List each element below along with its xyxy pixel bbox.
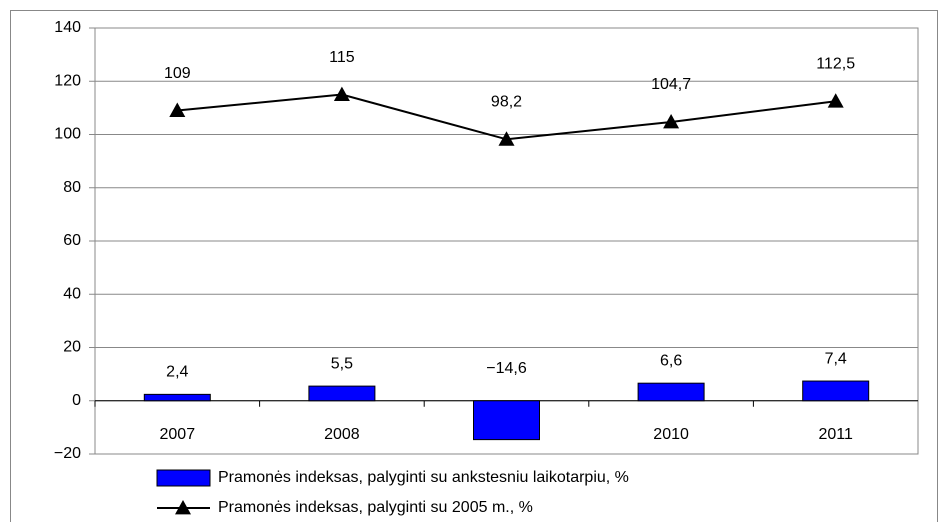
marker (663, 113, 680, 129)
data-label: 2,4 (166, 364, 188, 381)
y-tick-label: 60 (63, 232, 81, 249)
bar (308, 385, 376, 402)
marker (498, 131, 515, 146)
y-tick-label: 100 (54, 126, 81, 143)
y-tick-label: 20 (63, 339, 81, 356)
data-label: 98,2 (491, 94, 522, 111)
x-tick-label: 2008 (324, 426, 360, 443)
bar (637, 382, 705, 402)
x-tick-label: 2011 (818, 426, 853, 443)
data-label: 104,7 (651, 76, 691, 93)
marker (169, 102, 186, 117)
data-label: 6,6 (660, 352, 682, 369)
data-label: 7,4 (825, 350, 847, 367)
x-tick-label: 2007 (160, 426, 196, 443)
data-label: 112,5 (816, 55, 855, 72)
data-label: 115 (329, 49, 355, 66)
y-tick-label: 80 (63, 179, 81, 196)
data-label: −14,6 (486, 360, 527, 377)
y-tick-label: 40 (63, 285, 81, 302)
bar (473, 400, 540, 441)
y-tick-label: −20 (54, 445, 81, 462)
legend-label: Pramonės indeksas, palyginti su 2005 m.,… (218, 499, 533, 516)
y-tick-label: 0 (72, 392, 81, 409)
data-label: 109 (164, 65, 191, 82)
y-tick-label: 120 (54, 72, 81, 89)
bar (143, 393, 211, 402)
legend-marker (175, 500, 191, 515)
legend-label: Pramonės indeksas, palyginti su ankstesn… (218, 469, 629, 486)
x-tick-label: 2010 (653, 426, 689, 443)
legend-swatch (156, 469, 211, 487)
marker (333, 86, 350, 101)
chart-frame (10, 10, 938, 522)
bar (802, 380, 870, 402)
data-label: 5,5 (331, 355, 353, 372)
y-tick-label: 140 (54, 19, 81, 36)
marker (827, 93, 844, 108)
